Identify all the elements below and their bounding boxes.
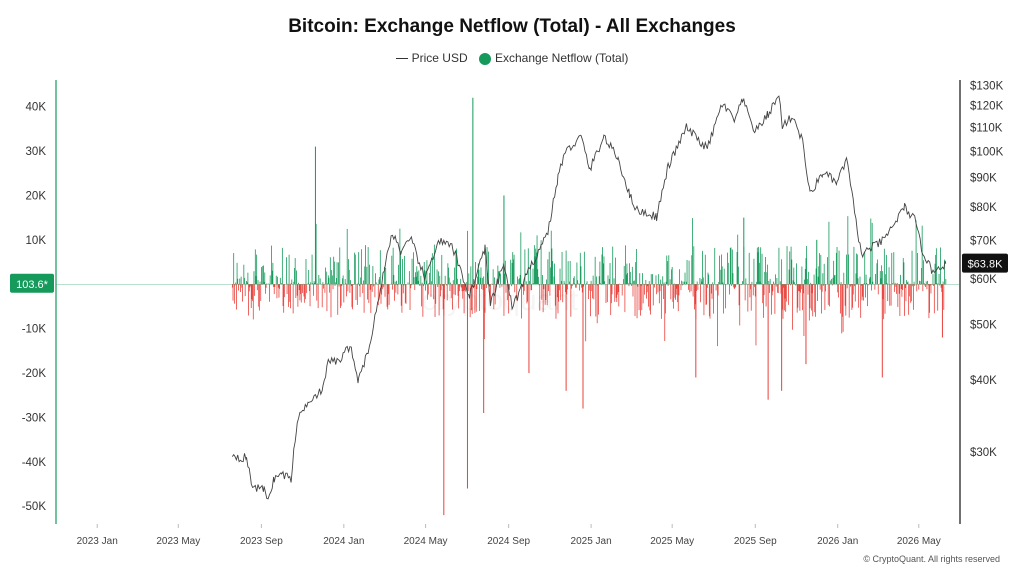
left-axis: 40K 30K 20K 10K -10K -20K -30K -40K -50K [22, 80, 57, 524]
right-tick-label: $110K [970, 122, 1003, 134]
left-current-label: 103.6* [16, 279, 49, 291]
right-tick-label: $30K [970, 447, 997, 459]
left-tick-label: 30K [26, 146, 47, 158]
x-tick-label: 2026 Jan [817, 536, 858, 547]
left-tick-label: -40K [22, 457, 47, 469]
left-tick-label: 20K [26, 190, 47, 202]
line-swatch-icon [395, 58, 408, 60]
x-tick-label: 2025 Sep [734, 536, 777, 547]
right-tick-label: $60K [970, 274, 997, 286]
left-tick-label: -30K [22, 412, 47, 424]
left-tick-label: 40K [26, 102, 47, 114]
x-tick-label: 2024 Jan [323, 536, 364, 547]
right-current-label: $63.8K [968, 259, 1004, 271]
right-tick-label: $90K [970, 173, 997, 185]
legend: Price USD Exchange Netflow (Total) [0, 50, 1024, 65]
price-line [231, 95, 947, 500]
x-tick-label: 2026 May [897, 536, 941, 547]
copyright: © CryptoQuant. All rights reserved [863, 554, 1000, 564]
legend-item-netflow[interactable]: Exchange Netflow (Total) [478, 50, 629, 65]
right-tick-label: $50K [970, 319, 997, 331]
legend-label-netflow: Exchange Netflow (Total) [494, 50, 629, 65]
right-tick-label: $120K [970, 101, 1004, 113]
right-tick-label: $130K [970, 81, 1004, 93]
right-tick-label: $100K [970, 146, 1004, 158]
watermark: cryptoquant [422, 284, 579, 317]
left-tick-label: -20K [22, 368, 47, 380]
left-tick-label: -10K [22, 324, 47, 336]
x-tick-label: 2023 May [156, 536, 200, 547]
right-current-badge [962, 253, 1008, 273]
dot-swatch-icon [478, 52, 491, 65]
x-tick-label: 2024 Sep [487, 536, 530, 547]
legend-label-price: Price USD [411, 50, 468, 65]
x-tick-label: 2023 Sep [240, 536, 283, 547]
left-tick-label: 10K [26, 235, 47, 247]
right-tick-label: $70K [970, 235, 997, 247]
chart-title: Bitcoin: Exchange Netflow (Total) - All … [288, 16, 736, 37]
left-current-badge [10, 273, 54, 293]
x-tick-label: 2024 May [404, 536, 448, 547]
legend-item-price[interactable]: Price USD [395, 50, 468, 65]
x-axis: 2023 Jan 2023 May 2023 Sep 2024 Jan 2024 May… [77, 524, 941, 547]
right-tick-label: $40K [970, 375, 997, 387]
left-tick-label: -50K [22, 501, 47, 513]
x-tick-label: 2023 Jan [77, 536, 118, 547]
value-badges: 103.6* $63.8K [10, 253, 1008, 293]
x-tick-label: 2025 May [650, 536, 694, 547]
netflow-bars [56, 97, 960, 516]
right-axis: $130K $120K $110K $100K $90K $80K $70K $60K $50K… [959, 80, 1004, 524]
x-tick-label: 2025 Jan [571, 536, 612, 547]
right-tick-label: $80K [970, 202, 997, 214]
